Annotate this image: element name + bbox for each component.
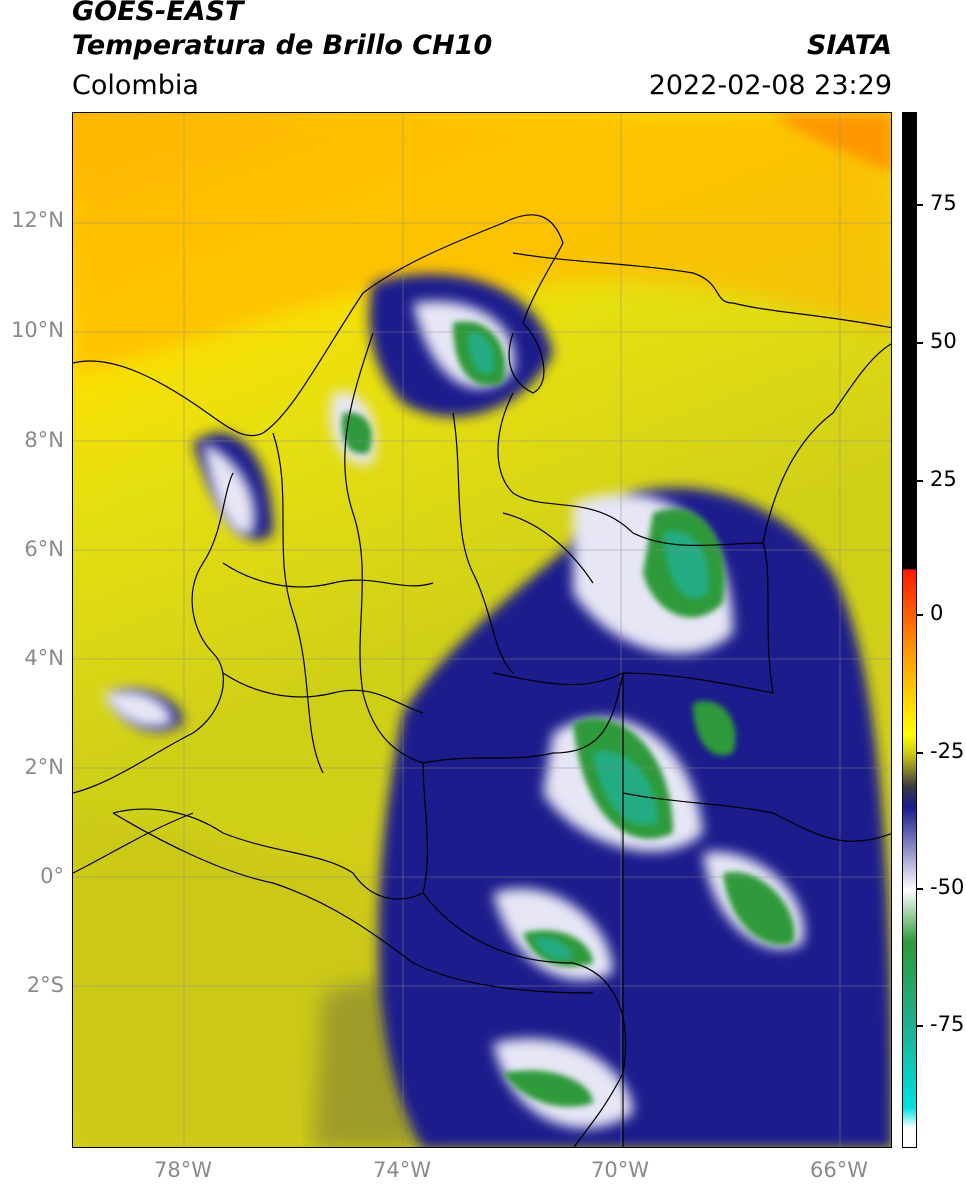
lat-label: 12°N [11, 208, 64, 232]
satellite-map[interactable] [72, 112, 892, 1148]
colorbar-tick: 50 [930, 329, 957, 353]
colorbar-tick: -50 [930, 875, 965, 899]
colorbar [902, 112, 917, 1148]
lat-label: 4°N [24, 646, 64, 670]
lon-label: 74°W [373, 1158, 431, 1182]
lon-label: 78°W [154, 1158, 212, 1182]
timestamp: 2022-02-08 23:29 [648, 70, 892, 101]
lon-label: 66°W [810, 1158, 868, 1182]
lat-label: 8°N [24, 428, 64, 452]
lat-label: 2°N [24, 755, 64, 779]
colorbar-tick: 0 [930, 601, 944, 625]
lat-label: 2°S [26, 973, 64, 997]
lat-label: 0° [40, 864, 64, 888]
colorbar-tick: 25 [930, 467, 957, 491]
lon-label: 70°W [591, 1158, 649, 1182]
satellite-title: GOES-EAST [72, 0, 244, 27]
brand-label: SIATA [806, 30, 892, 61]
colorbar-tick: 75 [930, 191, 957, 215]
borders [73, 214, 891, 1147]
map-svg [73, 113, 891, 1147]
lat-label: 6°N [24, 537, 64, 561]
product-title: Temperatura de Brillo CH10 [72, 30, 493, 61]
colorbar-svg [903, 113, 916, 1147]
colorbar-tick: -25 [930, 739, 965, 763]
colorbar-tick: -75 [930, 1012, 965, 1036]
region-label: Colombia [72, 70, 199, 101]
lat-label: 10°N [11, 318, 64, 342]
